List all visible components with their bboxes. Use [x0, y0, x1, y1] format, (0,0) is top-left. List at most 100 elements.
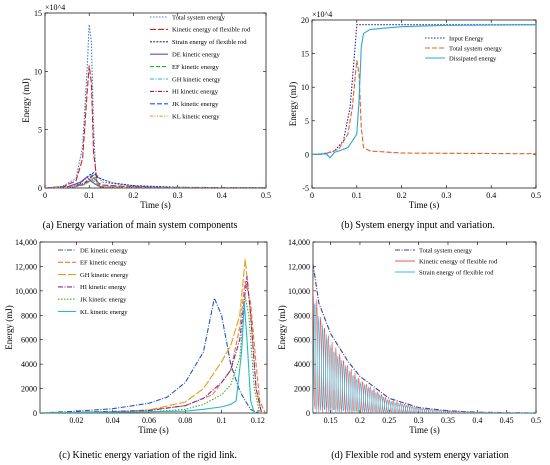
x-tick-label: 0.1: [84, 191, 94, 200]
y-tick-label: 6000: [294, 336, 310, 345]
y-tick-label: 14,000: [288, 238, 310, 247]
series-line-c-1: [40, 280, 266, 413]
x-tick-label: 0.5: [261, 191, 271, 200]
y-tick-label: 15: [34, 9, 42, 18]
series-line-b-1: [312, 60, 536, 155]
plot-frame: [311, 19, 537, 189]
y-tick-label: 5: [38, 126, 42, 135]
legend-entry: HI kinetic energy: [80, 284, 127, 291]
y-tick-label: 0: [33, 409, 37, 418]
x-axis-label: Time (s): [140, 200, 170, 210]
legend-entry: KL kinetic energy: [80, 309, 128, 316]
y-multiplier: ×10^4: [45, 3, 65, 12]
x-tick-label: 0.45: [500, 416, 514, 425]
legend-entry: GH kinetic energy: [172, 76, 221, 83]
x-tick-label: 0.5: [531, 191, 541, 200]
y-tick-label: 14,000: [15, 238, 37, 247]
plot-area: [40, 259, 266, 413]
y-tick-label: 10: [301, 83, 309, 92]
legend-entry: Strain energy of flexible rod: [419, 269, 494, 276]
legend-entry: GH kinetic energy: [80, 272, 129, 279]
legend-d: Total system energy Kinetic energy of fle…: [395, 247, 498, 276]
x-tick-label: 0: [310, 191, 314, 200]
y-axis-label: Energy (mJ): [288, 82, 298, 127]
panel-a: 0 0.1 0.2 0.3 0.4 0.5 0 5 10 15 Time (s) Energy (mJ…: [21, 3, 271, 210]
panel-c: 0.02 0.04 0.06 0.08 0.1 0.12 0 2000 4000 6000 8000…: [4, 238, 268, 435]
y-axis-label: Energy (mJ): [277, 305, 287, 350]
legend-entry: Strain energy of flexible rod: [172, 39, 247, 46]
y-tick-label: 8000: [294, 311, 310, 320]
x-tick-label: 0.5: [531, 416, 541, 425]
x-tick-label: 0.15: [324, 416, 338, 425]
x-axis-label: Time (s): [409, 425, 439, 435]
y-tick-label: 2000: [294, 385, 310, 394]
series-line-a-8: [45, 176, 266, 188]
x-tick-label: 0.3: [414, 416, 424, 425]
legend-b: Input Energy Total system energy Dissipate…: [425, 35, 503, 62]
series-line-a-1: [45, 65, 266, 188]
x-tick-label: 0.02: [69, 416, 83, 425]
y-tick-label: -5: [302, 184, 309, 193]
y-tick-label: 4000: [294, 360, 310, 369]
series-line-a-0: [45, 24, 266, 188]
y-tick-label: 6000: [21, 336, 37, 345]
series-line-b-2: [312, 24, 536, 159]
x-tick-label: 0.25: [382, 416, 396, 425]
legend-entry: Total system energy: [172, 14, 226, 21]
y-tick-label: 0: [38, 184, 42, 193]
x-tick-label: 0.08: [178, 416, 192, 425]
x-tick-label: 0.35: [441, 416, 455, 425]
legend-entry: Total system energy: [449, 45, 503, 52]
legend-a: Total system energy Kinetic energy of fle…: [150, 14, 251, 121]
legend-entry: Kinetic energy of flexible rod: [172, 27, 251, 34]
legend-entry: DE kinetic energy: [172, 52, 221, 59]
x-tick-label: 0.3: [441, 191, 451, 200]
plot-area: [312, 24, 536, 159]
series-line-c-2: [40, 259, 263, 413]
caption-c: (c) Kinetic energy variation of the rigi…: [59, 450, 237, 461]
series-line-c-5: [40, 303, 255, 413]
x-tick-label: 0.1: [217, 416, 227, 425]
y-tick-label: 2000: [21, 385, 37, 394]
plot-area: [313, 263, 536, 413]
series-line-c-3: [40, 276, 263, 413]
legend-entry: JK kinetic energy: [80, 297, 127, 304]
legend-entry: HI kinetic energy: [172, 89, 219, 96]
x-tick-label: 0.1: [352, 191, 362, 200]
legend-entry: Total system energy: [419, 247, 473, 254]
legend-entry: EF kinetic energy: [80, 260, 127, 267]
x-tick-label: 0.3: [173, 191, 183, 200]
x-tick-label: 0.2: [397, 191, 407, 200]
legend-entry: JK kinetic energy: [172, 101, 219, 108]
legend-entry: Kinetic energy of flexible rod: [419, 258, 498, 265]
legend-entry: Dissipated energy: [449, 55, 497, 62]
legend-c: DE kinetic energy EF kinetic energy GH kin…: [58, 247, 129, 316]
x-tick-label: 0: [43, 191, 47, 200]
legend-entry: EF kinetic energy: [172, 64, 219, 71]
caption-d: (d) Flexible rod and system energy varia…: [331, 450, 509, 461]
caption-b: (b) System energy input and variation.: [341, 220, 495, 231]
panel-d: 0.15 0.2 0.25 0.3 0.35 0.4 0.45 0.5 0 2000 4000 600…: [277, 238, 541, 435]
y-tick-label: 12,000: [288, 262, 310, 271]
plot-frame: [312, 241, 537, 414]
x-tick-label: 0.2: [355, 416, 365, 425]
caption-a: (a) Energy variation of main system comp…: [43, 220, 238, 231]
x-tick-label: 0.4: [486, 191, 496, 200]
y-axis-label: Energy (mJ): [21, 78, 31, 123]
plot-area: [45, 24, 266, 188]
y-tick-label: 20: [301, 16, 309, 25]
legend-entry: KL kinetic energy: [172, 114, 220, 121]
legend-entry: DE kinetic energy: [80, 247, 129, 254]
series-line-d-0: [313, 263, 536, 413]
y-tick-label: 10: [34, 67, 42, 76]
y-tick-label: 0: [305, 150, 309, 159]
y-tick-label: 0: [306, 409, 310, 418]
legend-entry: Input Energy: [449, 35, 484, 42]
y-axis-label: Energy (mJ): [4, 305, 14, 350]
x-tick-label: 0.12: [251, 416, 265, 425]
y-tick-label: 5: [305, 117, 309, 126]
y-tick-label: 15: [301, 50, 309, 59]
plot-frame: [39, 241, 268, 414]
